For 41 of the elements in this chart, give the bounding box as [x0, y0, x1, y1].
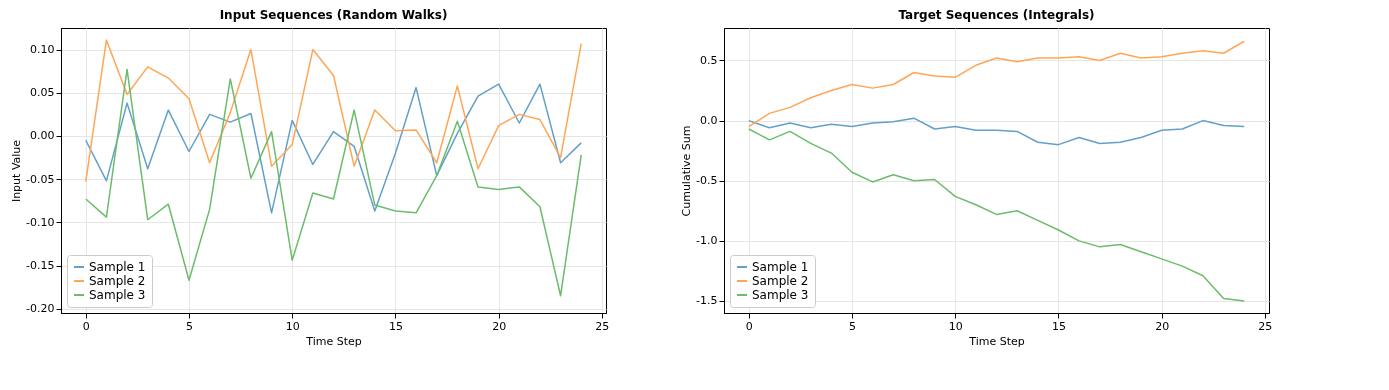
chart-title: Input Sequences (Random Walks): [219, 8, 448, 22]
legend-label: Sample 1: [752, 260, 809, 274]
y-tick-label: -0.20: [26, 302, 55, 316]
y-tick-label: 0.0: [700, 114, 718, 128]
x-tick-label: 10: [948, 319, 963, 333]
y-tick-label: 0.5: [700, 53, 718, 67]
x-tick-label: 20: [1155, 319, 1170, 333]
y-axis-title: Cumulative Sum: [680, 125, 694, 217]
line-series: [85, 39, 582, 183]
x-tick-label: 20: [492, 319, 507, 333]
x-tick-label: 10: [285, 319, 300, 333]
x-tick-label: 0: [745, 319, 753, 333]
x-tick-label: 15: [1051, 319, 1066, 333]
legend-label: Sample 1: [89, 260, 146, 274]
legend-label: Sample 3: [752, 288, 809, 302]
chart-title: Target Sequences (Integrals): [898, 8, 1095, 22]
line-series: [748, 117, 1245, 146]
legend-label: Sample 2: [89, 274, 146, 288]
x-tick-label: 0: [82, 319, 90, 333]
y-tick-label: -0.05: [26, 172, 55, 186]
line-series: [748, 128, 1245, 302]
y-tick-label: -1.5: [696, 294, 718, 308]
x-axis-title: Time Step: [305, 334, 362, 348]
x-tick-label: 5: [185, 319, 193, 333]
x-tick-label: 25: [595, 319, 610, 333]
y-axis-title: Input Value: [10, 139, 24, 203]
y-tick-label: -0.15: [26, 259, 55, 272]
y-tick-label: 0.00: [30, 129, 55, 143]
legend-label: Sample 2: [752, 274, 809, 288]
x-tick-label: 15: [388, 319, 403, 333]
line-series: [85, 83, 582, 214]
y-tick-label: 0.05: [30, 86, 55, 100]
y-tick-label: -0.10: [26, 215, 55, 229]
x-tick-label: 5: [848, 319, 856, 333]
y-tick-label: -0.5: [696, 174, 718, 188]
line-series: [748, 40, 1245, 128]
x-axis-title: Time Step: [968, 334, 1025, 348]
y-tick-label: 0.10: [30, 43, 55, 57]
y-tick-label: -1.0: [696, 234, 718, 248]
x-tick-label: 25: [1258, 319, 1273, 333]
legend-label: Sample 3: [89, 288, 146, 302]
